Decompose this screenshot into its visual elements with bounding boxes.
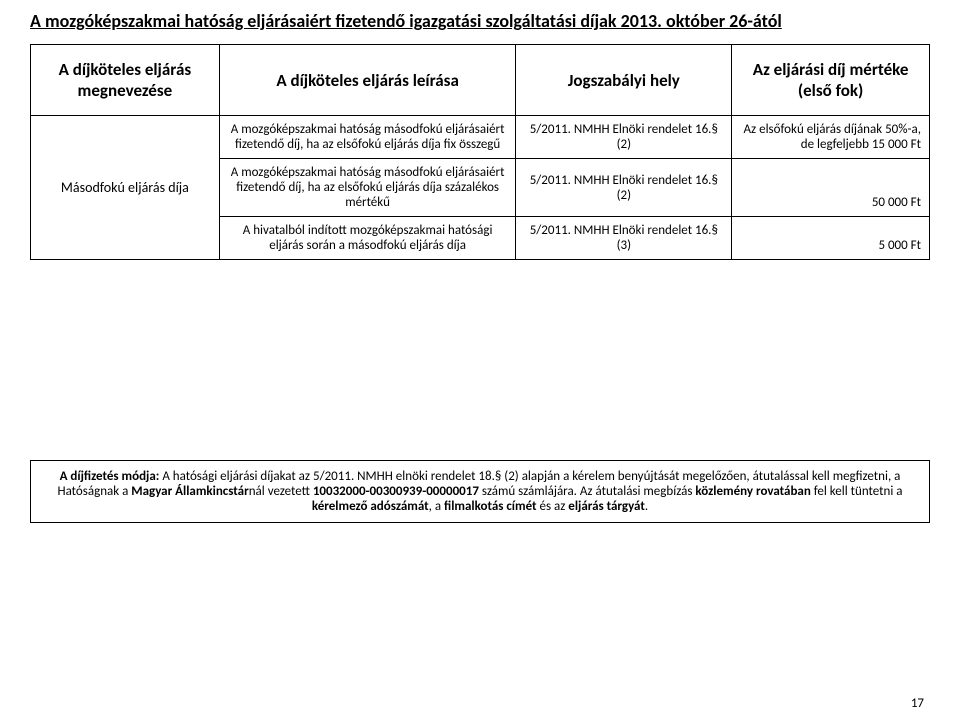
col-header-desc: A díjköteles eljárás leírása [219, 45, 516, 116]
cell-law: 5/2011. NMHH Elnöki rendelet 16.§ (2) [516, 159, 732, 217]
cell-fee: 5 000 Ft [732, 217, 930, 260]
footer-bold: A díjfizetés módja: [60, 469, 160, 484]
footer-bold: eljárás tárgyát [568, 499, 645, 514]
footer-bold: filmalkotás címét [444, 499, 537, 514]
cell-desc: A mozgóképszakmai hatóság másodfokú eljá… [219, 116, 516, 159]
footer-text: . [645, 499, 648, 514]
table-row: Másodfokú eljárás díja A mozgóképszakmai… [31, 116, 930, 159]
cell-fee: Az elsőfokú eljárás díjának 50%-a, de le… [732, 116, 930, 159]
footer-bold: közlemény rovatában [695, 484, 810, 499]
cell-desc: A mozgóképszakmai hatóság másodfokú eljá… [219, 159, 516, 217]
footer-text: , a [429, 499, 444, 514]
cell-law: 5/2011. NMHH Elnöki rendelet 16.§ (3) [516, 217, 732, 260]
col-header-fee: Az eljárási díj mértéke (első fok) [732, 45, 930, 116]
page-number: 17 [911, 696, 924, 711]
footer-text: fel kell tüntetni a [811, 484, 903, 499]
footer-bold: Magyar Államkincstár [131, 484, 248, 499]
col-header-name: A díjköteles eljárás megnevezése [31, 45, 220, 116]
footer-bold: 10032000-00300939-00000017 [313, 484, 479, 499]
fees-table: A díjköteles eljárás megnevezése A díjkö… [30, 44, 930, 260]
footer-text: számú számlájára. Az átutalási megbízás [479, 484, 695, 499]
footer-text: és az [537, 499, 569, 514]
payment-info-box: A díjfizetés módja: A hatósági eljárási … [30, 460, 930, 523]
footer-text: nál vezetett [249, 484, 313, 499]
cell-law: 5/2011. NMHH Elnöki rendelet 16.§ (2) [516, 116, 732, 159]
col-header-law: Jogszabályi hely [516, 45, 732, 116]
cell-desc: A hivatalból indított mozgóképszakmai ha… [219, 217, 516, 260]
footer-bold: kérelmező adószámát [312, 499, 429, 514]
row-label: Másodfokú eljárás díja [31, 116, 220, 260]
cell-fee: 50 000 Ft [732, 159, 930, 217]
page-title: A mozgóképszakmai hatóság eljárásaiért f… [30, 10, 930, 32]
table-header-row: A díjköteles eljárás megnevezése A díjkö… [31, 45, 930, 116]
